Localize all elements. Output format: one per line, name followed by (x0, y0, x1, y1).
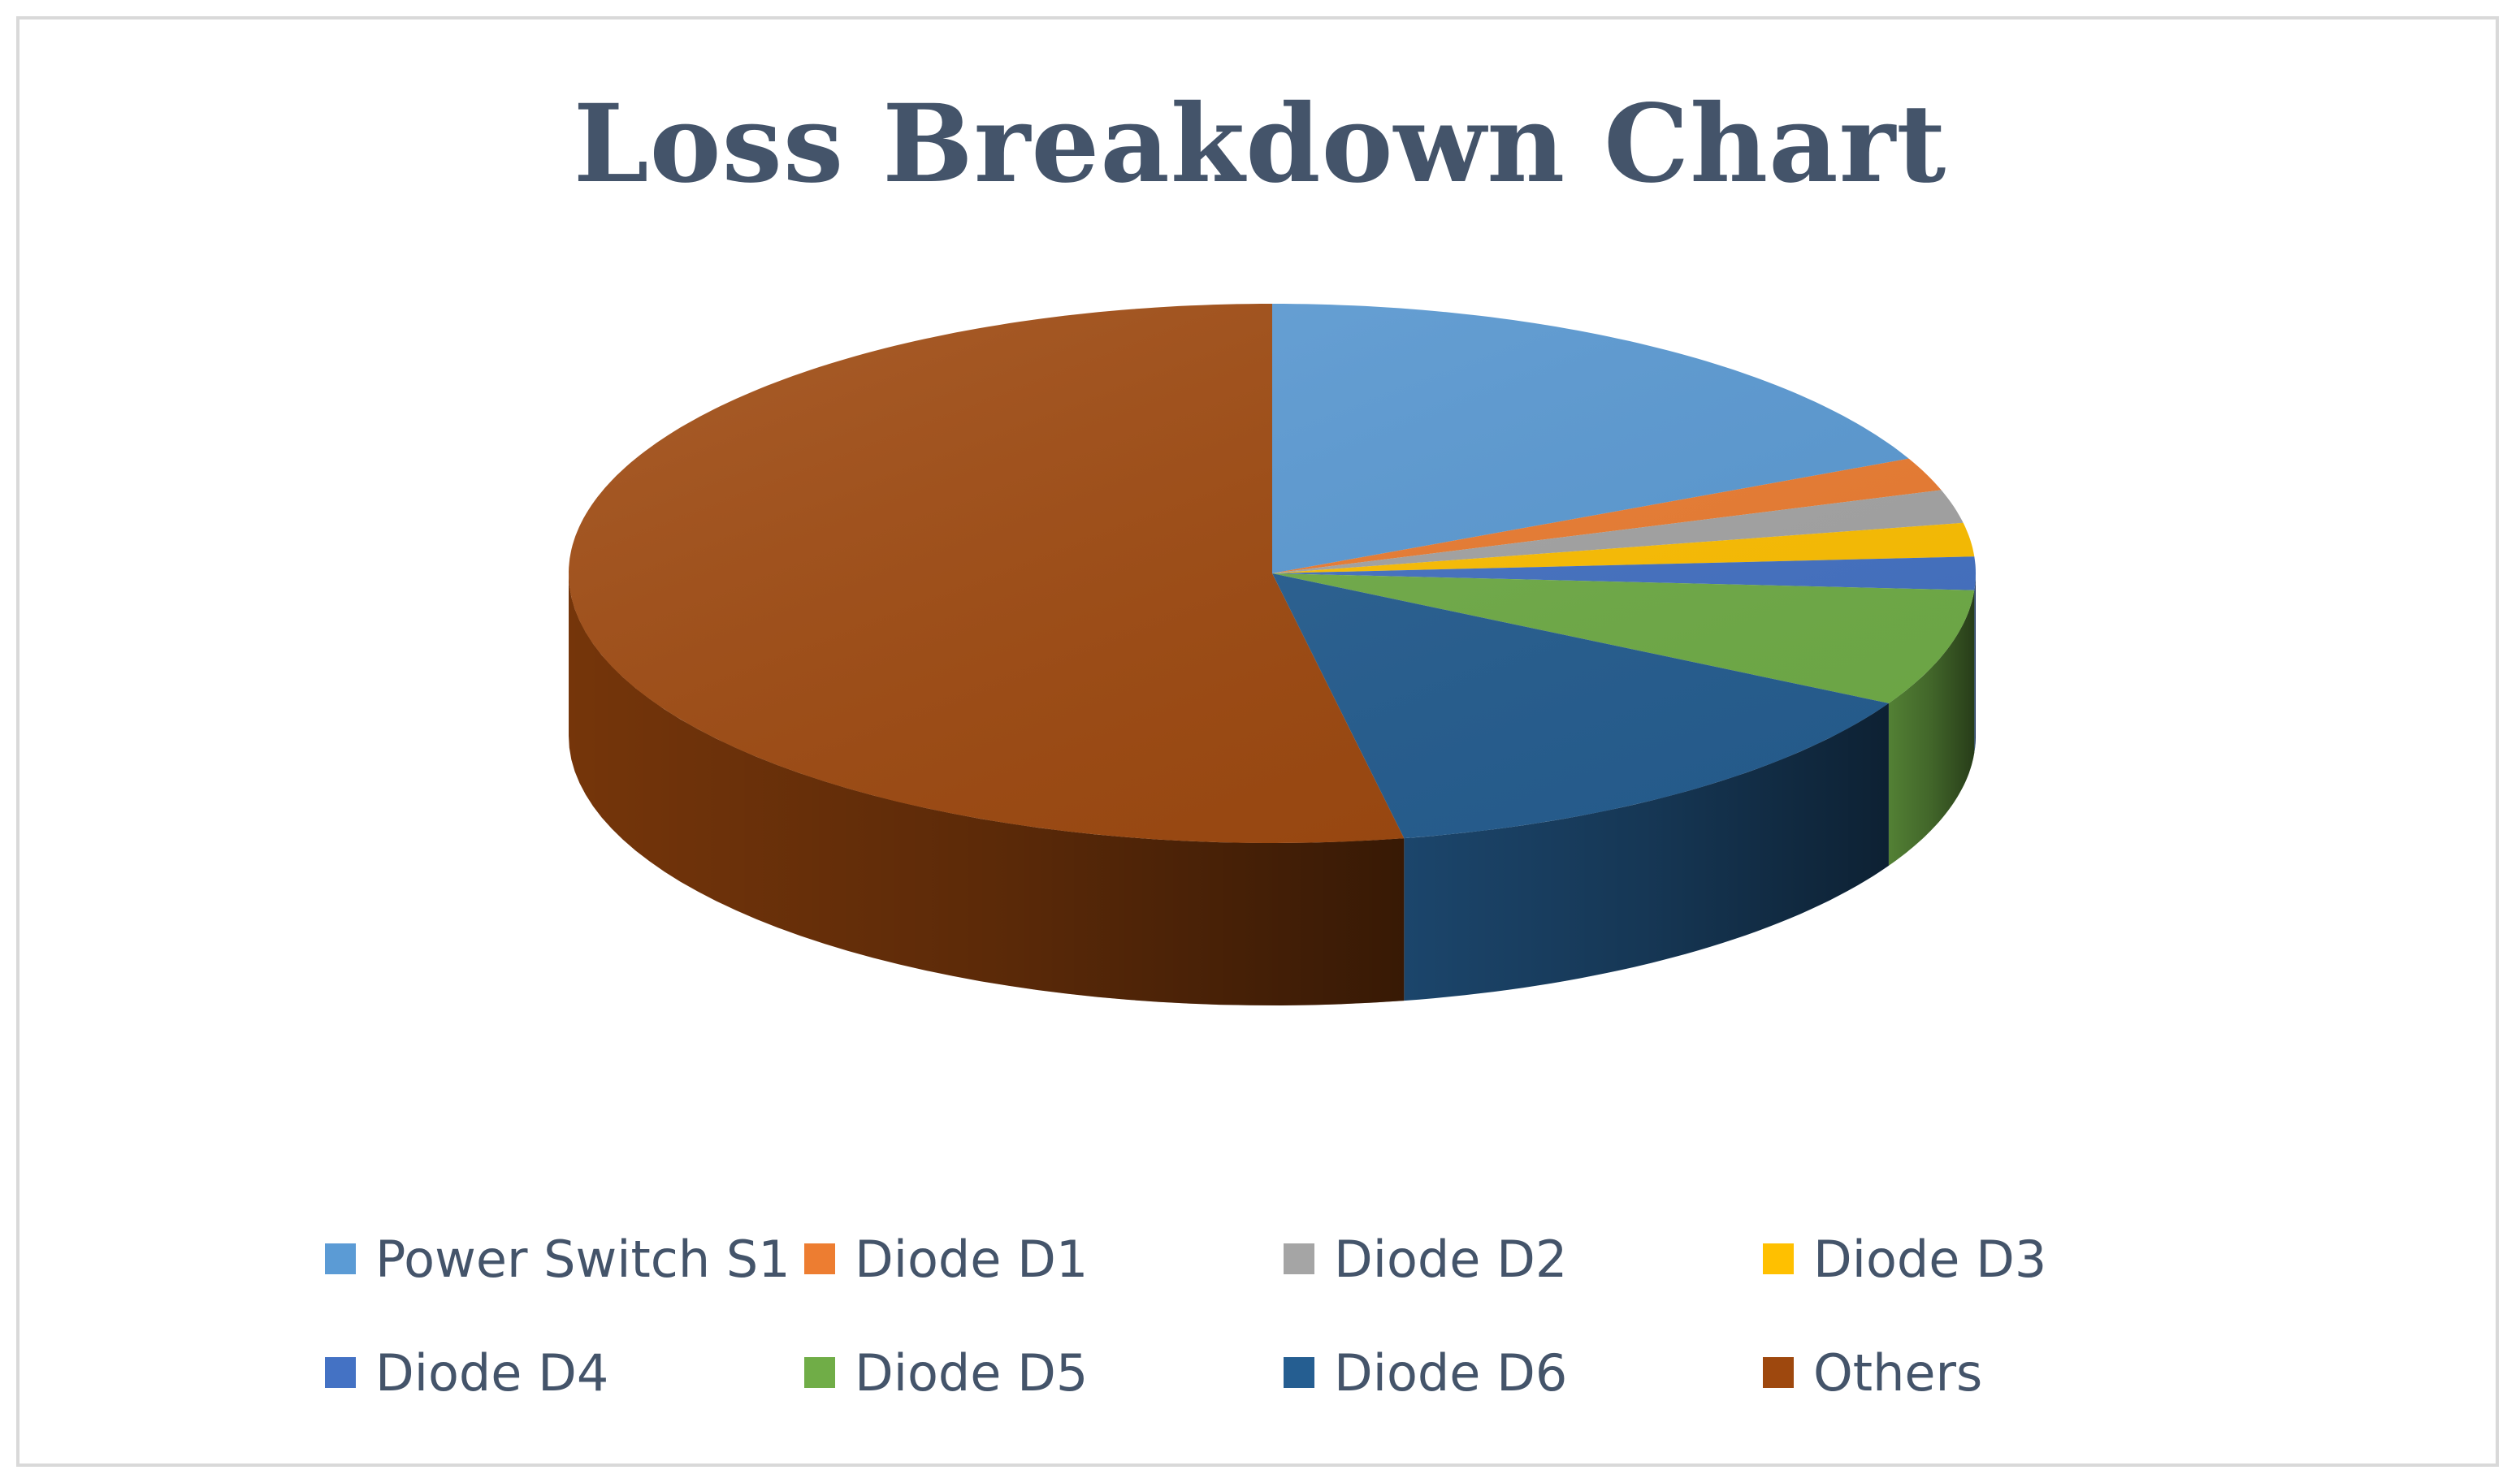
legend-item-diode-d4[interactable]: Diode D4 (325, 1340, 608, 1405)
legend-swatch (1763, 1357, 1794, 1388)
legend-label: Power Switch S1 (375, 1229, 790, 1289)
legend-item-diode-d1[interactable]: Diode D1 (804, 1226, 1088, 1291)
legend-item-diode-d3[interactable]: Diode D3 (1763, 1226, 2046, 1291)
legend-label: Diode D1 (855, 1229, 1089, 1289)
legend-item-diode-d5[interactable]: Diode D5 (804, 1340, 1088, 1405)
legend-label: Diode D2 (1334, 1229, 1568, 1289)
pie-top (569, 304, 1976, 843)
legend-item-diode-d6[interactable]: Diode D6 (1284, 1340, 1567, 1405)
legend-label: Diode D6 (1334, 1342, 1568, 1403)
legend-item-power-switch-s1[interactable]: Power Switch S1 (325, 1226, 790, 1291)
legend-label: Diode D5 (855, 1342, 1089, 1403)
pie-side-shade-others (569, 573, 1405, 1005)
chart-title: Loss Breakdown Chart (573, 81, 1947, 207)
legend-swatch (804, 1357, 835, 1388)
legend-swatch (325, 1243, 356, 1274)
legend-label: Diode D4 (375, 1342, 609, 1403)
legend-label: Diode D3 (1813, 1229, 2047, 1289)
legend-swatch (325, 1357, 356, 1388)
legend-swatch (804, 1243, 835, 1274)
pie-side-shade-diode-d4 (1974, 573, 1976, 753)
legend-swatch (1284, 1357, 1314, 1388)
legend-item-diode-d2[interactable]: Diode D2 (1284, 1226, 1567, 1291)
legend-label: Others (1813, 1342, 1983, 1403)
legend-item-others[interactable]: Others (1763, 1340, 1982, 1405)
legend-swatch (1284, 1243, 1314, 1274)
legend-swatch (1763, 1243, 1794, 1274)
